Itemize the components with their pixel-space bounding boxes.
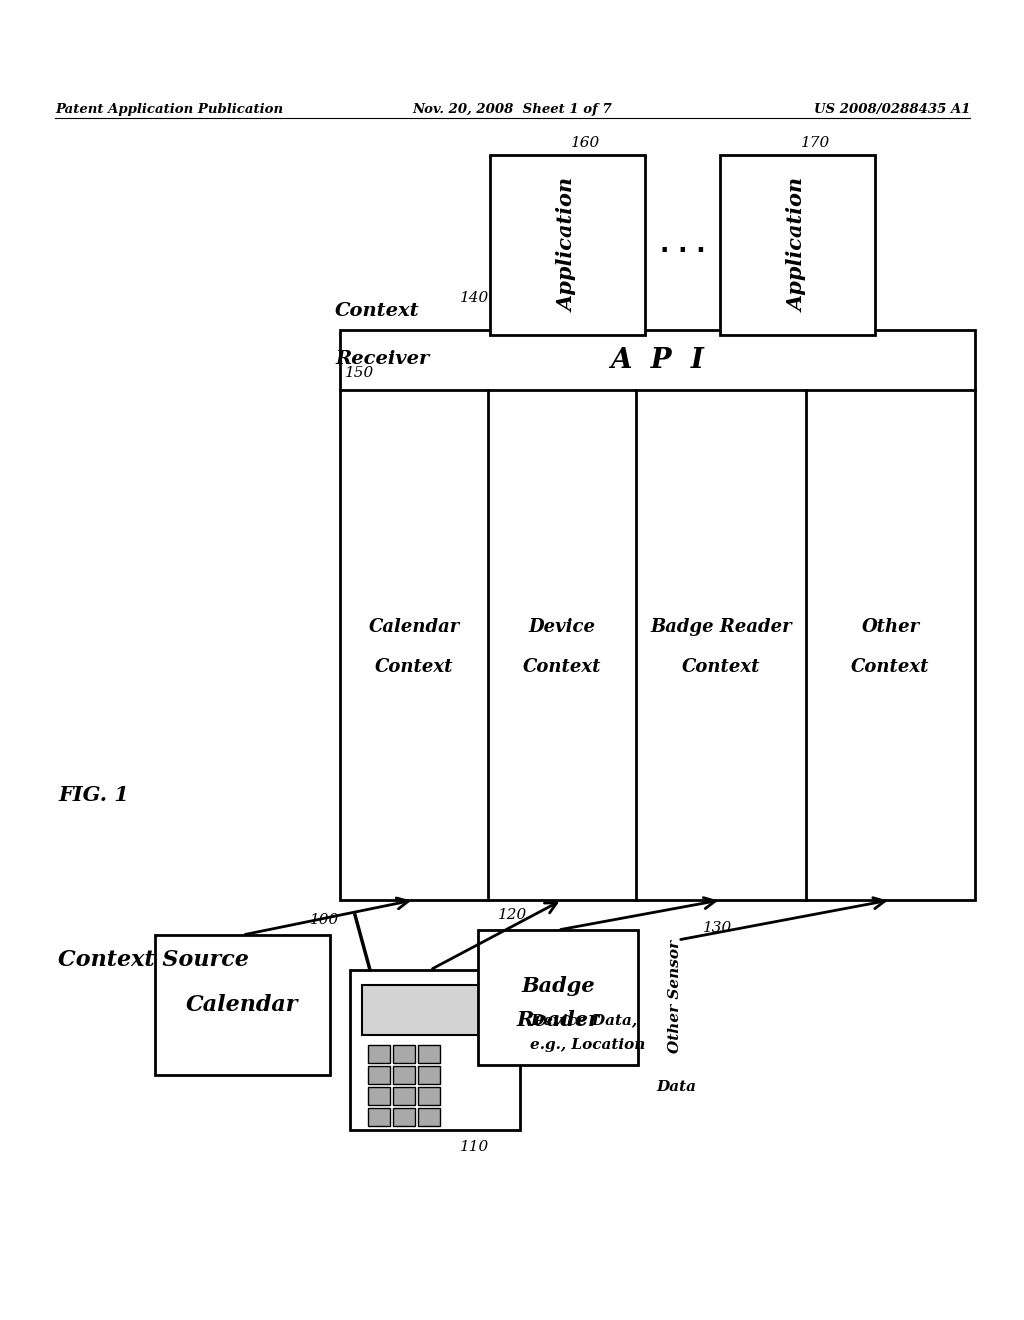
Text: Context: Context	[375, 657, 454, 676]
Text: . . .: . . .	[659, 234, 706, 257]
Text: Context: Context	[522, 657, 601, 676]
Text: Patent Application Publication: Patent Application Publication	[55, 103, 283, 116]
Bar	[418, 1086, 440, 1105]
Text: Context: Context	[682, 657, 760, 676]
Text: Reader: Reader	[516, 1010, 599, 1030]
Text: Application: Application	[787, 178, 808, 312]
Text: US 2008/0288435 A1: US 2008/0288435 A1	[813, 103, 970, 116]
Bar	[362, 985, 508, 1035]
Text: Calendar: Calendar	[186, 994, 299, 1016]
Bar	[393, 1086, 415, 1105]
Text: 170: 170	[801, 136, 830, 150]
Text: Application: Application	[557, 178, 578, 312]
Bar	[393, 1107, 415, 1126]
Bar	[350, 970, 520, 1130]
Text: FIG. 1: FIG. 1	[58, 785, 129, 805]
Bar	[418, 1045, 440, 1063]
Text: Data: Data	[656, 1080, 696, 1094]
Bar	[393, 1045, 415, 1063]
Text: 160: 160	[570, 136, 600, 150]
Bar	[155, 935, 330, 1074]
Bar	[393, 1067, 415, 1084]
Text: 100: 100	[310, 913, 339, 927]
Text: Badge: Badge	[521, 975, 595, 995]
Text: Calendar: Calendar	[369, 618, 460, 636]
Bar	[418, 1107, 440, 1126]
Text: Receiver: Receiver	[335, 350, 429, 368]
Text: Other Sensor: Other Sensor	[668, 940, 682, 1053]
Text: 110: 110	[460, 1140, 489, 1154]
Bar	[368, 1107, 390, 1126]
Text: Device: Device	[528, 618, 596, 636]
Bar	[368, 1067, 390, 1084]
Text: A  P  I: A P I	[610, 346, 705, 374]
Text: 120: 120	[498, 908, 527, 921]
Text: Nov. 20, 2008  Sheet 1 of 7: Nov. 20, 2008 Sheet 1 of 7	[412, 103, 612, 116]
Text: 140: 140	[460, 290, 489, 305]
Text: Badge Reader: Badge Reader	[650, 618, 792, 636]
Text: Context: Context	[335, 302, 420, 319]
Bar	[502, 985, 520, 1030]
Bar	[368, 1045, 390, 1063]
Bar	[720, 154, 874, 335]
Text: e.g., Location: e.g., Location	[530, 1038, 645, 1052]
Bar	[340, 330, 975, 900]
Text: Other: Other	[861, 618, 920, 636]
Bar	[490, 154, 645, 335]
Bar	[368, 1086, 390, 1105]
Text: Device Data,: Device Data,	[530, 1012, 637, 1027]
Bar	[478, 931, 638, 1065]
Text: Context: Context	[851, 657, 930, 676]
Bar	[418, 1067, 440, 1084]
Text: Context Source: Context Source	[58, 949, 249, 972]
Text: 130: 130	[703, 921, 732, 935]
Text: 150: 150	[345, 366, 374, 380]
